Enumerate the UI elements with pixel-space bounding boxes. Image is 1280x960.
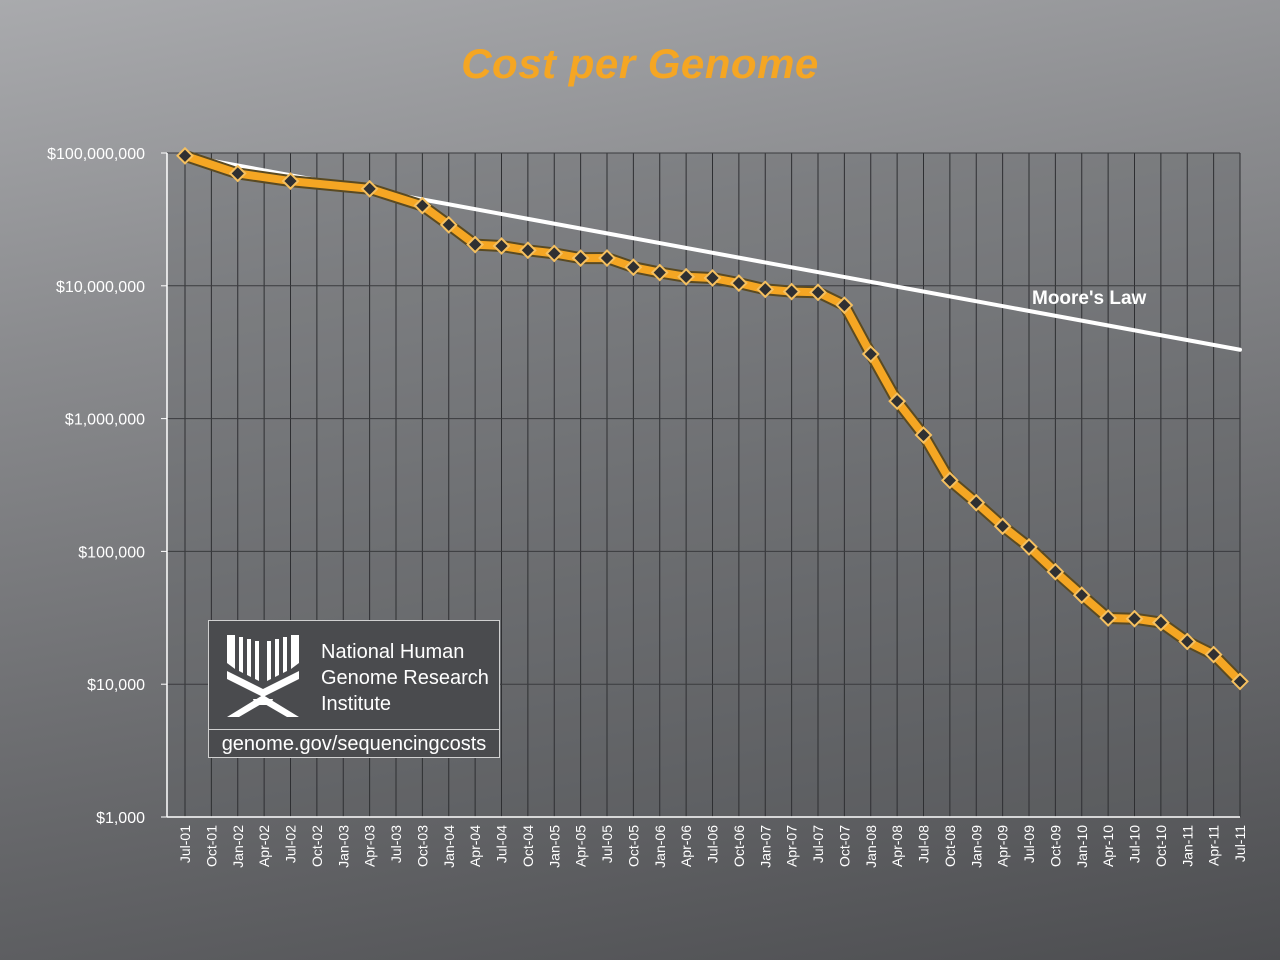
cost-data-point [782,282,801,301]
cost-data-point [360,179,379,198]
x-tick-label: Apr-10 [1100,825,1116,867]
x-tick-label: Oct-05 [625,825,641,867]
cost-data-point [703,269,722,287]
x-tick-label: Jan-02 [230,825,246,868]
x-tick-label: Oct-09 [1047,825,1063,867]
x-tick-label: Jan-08 [863,825,879,868]
x-tick-label: Apr-07 [784,825,800,867]
cost-data-point [598,249,616,267]
cost-data-point [1020,538,1038,556]
cost-data-point [888,392,907,411]
y-tick-label: $10,000,000 [56,279,145,296]
x-tick-label: Jul-01 [177,825,193,863]
annotations: Moore's Law [1032,288,1147,309]
cost-data-point [1125,609,1144,628]
x-tick-label: Jan-05 [546,825,562,868]
x-tick-label: Jul-05 [599,825,615,863]
cost-data-point [861,345,880,363]
x-tick-label: Oct-10 [1153,825,1169,867]
x-tick-label: Jan-11 [1179,825,1195,867]
x-tick-label: Apr-02 [256,825,272,867]
source-url: genome.gov/sequencingcosts [209,729,499,758]
x-tick-label: Jul-08 [916,825,932,863]
x-tick-label: Jan-04 [441,825,457,868]
institute-name: National Human Genome Research Institute [321,639,496,717]
cost-data-point [624,258,643,277]
nhgri-dna-logo-icon [227,635,299,717]
cost-data-point [281,172,300,190]
x-tick-label: Apr-04 [467,825,483,867]
x-tick-label: Jan-09 [968,825,984,868]
x-tick-label: Jan-06 [652,825,668,868]
nhgri-logo-box: National Human Genome Research Institute… [208,620,500,758]
cost-data-point [492,237,511,255]
cost-data-point [835,296,854,315]
cost-data-point [1072,586,1091,605]
x-tick-label: Jan-03 [335,825,351,868]
x-tick-label: Apr-05 [573,825,589,867]
y-tick-label: $10,000 [87,677,145,694]
cost-data-point [1046,562,1065,581]
x-tick-label: Apr-06 [678,825,694,867]
logo-top-panel: National Human Genome Research Institute [209,621,499,729]
x-tick-label: Oct-02 [309,825,325,867]
cost-data-point [176,146,194,165]
institute-name-line-3: Institute [321,693,392,715]
x-tick-label: Apr-03 [362,825,378,867]
institute-name-line-2: Genome Research [321,667,489,689]
x-tick-label: Apr-09 [995,825,1011,867]
cost-data-point [729,274,748,293]
cost-data-point [571,249,590,268]
cost-data-point [413,196,432,215]
cost-data-point [1204,645,1223,664]
cost-data-point [1178,632,1197,651]
cost-data-point [677,267,696,286]
y-tick-label: $1,000 [96,810,145,827]
x-tick-label: Oct-04 [520,825,536,867]
x-tick-label: Jan-07 [757,825,773,868]
cost-data-point [756,280,775,299]
x-tick-label: Jul-06 [705,825,721,863]
institute-name-line-1: National Human [321,641,465,663]
cost-data-point [809,283,827,302]
chart-title: Cost per Genome [461,40,819,87]
x-tick-label: Jul-10 [1127,825,1143,863]
cost-data-point [967,493,986,512]
cost-data-point [518,241,537,260]
moores-law-label: Moore's Law [1032,288,1147,309]
x-tick-label: Apr-11 [1206,825,1222,866]
y-axis-tick-labels: $1,000 $10,000 $100,000 $1,000,000 $10,000,0… [47,146,145,827]
x-tick-label: Jul-11 [1232,825,1248,862]
cost-data-point [1151,613,1170,632]
cost-data-point [1231,672,1249,691]
y-tick-label: $1,000,000 [65,412,145,429]
y-tick-label: $100,000,000 [47,146,145,163]
x-axis-tick-labels: Jul-01 Oct-01 Jan-02 Apr-02 Jul-02 Oct-02 Jan-… [177,825,1248,868]
cost-data-point [1099,609,1118,627]
x-tick-label: Jul-02 [283,825,299,863]
x-tick-label: Oct-07 [836,825,852,867]
cost-data-point [228,164,247,183]
x-tick-label: Oct-06 [731,825,747,867]
cost-data-point [940,471,959,490]
cost-data-point [466,235,485,254]
x-tick-label: Jul-04 [494,825,510,863]
x-tick-label: Jan-10 [1074,825,1090,868]
x-tick-label: Jul-09 [1021,825,1037,863]
cost-series [176,146,1249,691]
x-tick-label: Jul-07 [810,825,826,863]
x-tick-label: Oct-03 [414,825,430,867]
cost-data-point [650,263,669,282]
cost-data-point [439,215,458,234]
x-tick-label: Apr-08 [889,825,905,867]
cost-data-point [545,244,564,263]
y-tick-label: $100,000 [78,544,145,561]
x-tick-label: Oct-08 [942,825,958,867]
cost-data-point [993,517,1012,536]
cost-data-point [914,426,933,444]
x-tick-label: Oct-01 [203,825,219,867]
x-tick-label: Jul-03 [388,825,404,863]
